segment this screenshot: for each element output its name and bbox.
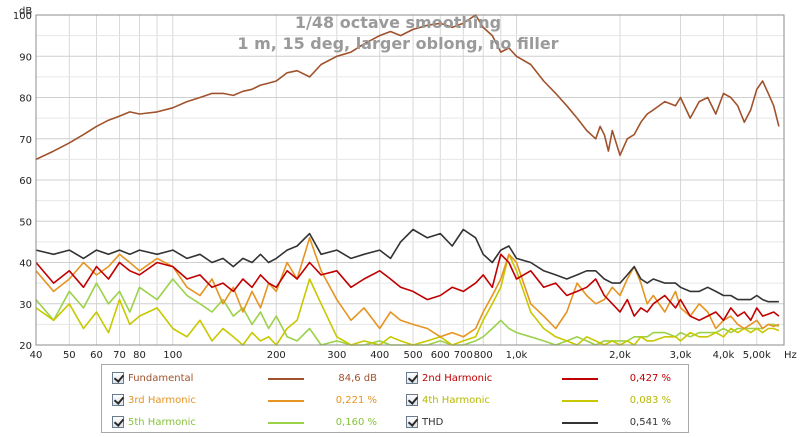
y-axis-unit-label: dB <box>19 6 32 17</box>
legend-label-4th-harmonic: 4th Harmonic <box>422 395 490 406</box>
chart-subtitle: 1 m, 15 deg, larger oblong, no filler <box>237 34 558 53</box>
y-tick-label: 20 <box>19 341 32 352</box>
series-line-5th-harmonic <box>35 278 780 346</box>
x-tick-label: 200 <box>267 350 286 360</box>
x-tick-label: 80 <box>133 350 146 360</box>
x-tick-label: 3,0k <box>670 350 692 360</box>
series-line-2nd-harmonic <box>35 253 780 322</box>
legend-value-fundamental: 84,6 dB <box>338 373 377 384</box>
3rd-harmonic-checkbox[interactable] <box>112 394 124 406</box>
legend-swatch-3rd-harmonic <box>268 400 304 402</box>
legend-row-2: 3rd Harmonic 0,221 % 4th Harmonic 0,083 … <box>102 390 688 412</box>
legend-row-3: 5th Harmonic 0,160 % THD 0,541 % <box>102 412 688 434</box>
legend-value-4th-harmonic: 0,083 % <box>629 395 671 406</box>
y-tick-label: 70 <box>19 135 32 146</box>
series-line-4th-harmonic <box>35 253 780 346</box>
x-tick-label: 40 <box>30 350 43 360</box>
legend-row-1: Fundamental 84,6 dB 2nd Harmonic 0,427 % <box>102 368 688 390</box>
chart-title: 1/48 octave smoothing <box>295 13 501 32</box>
x-axis-unit-label: Hz <box>784 350 797 360</box>
x-tick-label: 1,0k <box>506 350 528 360</box>
thd-checkbox[interactable] <box>406 416 418 428</box>
5th-harmonic-checkbox[interactable] <box>112 416 124 428</box>
grid-lines <box>36 15 784 345</box>
y-tick-label: 30 <box>19 300 32 311</box>
legend-value-2nd-harmonic: 0,427 % <box>629 373 671 384</box>
legend-item-thd[interactable]: THD 0,541 % <box>406 412 686 434</box>
series-line-fundamental <box>35 14 780 161</box>
legend-label-2nd-harmonic: 2nd Harmonic <box>422 373 493 384</box>
y-tick-label: 40 <box>19 259 32 270</box>
legend-label-5th-harmonic: 5th Harmonic <box>128 417 196 428</box>
fundamental-checkbox[interactable] <box>112 372 124 384</box>
x-tick-label: 100 <box>163 350 182 360</box>
legend-item-3rd-harmonic[interactable]: 3rd Harmonic 0,221 % <box>112 390 392 412</box>
4th-harmonic-checkbox[interactable] <box>406 394 418 406</box>
legend-swatch-5th-harmonic <box>268 422 304 424</box>
legend-item-fundamental[interactable]: Fundamental 84,6 dB <box>112 368 392 390</box>
legend-swatch-2nd-harmonic <box>562 378 598 380</box>
legend-label-fundamental: Fundamental <box>128 373 194 384</box>
x-tick-label: 60 <box>90 350 103 360</box>
y-tick-label: 100 <box>13 11 32 22</box>
x-tick-label: 5,00k <box>743 350 771 360</box>
legend-swatch-4th-harmonic <box>562 400 598 402</box>
y-tick-label: 50 <box>19 217 32 228</box>
y-tick-label: 80 <box>19 94 32 105</box>
x-tick-label: 500 <box>404 350 423 360</box>
x-tick-label: 70 <box>113 350 126 360</box>
legend-label-thd: THD <box>422 417 444 428</box>
legend: Fundamental 84,6 dB 2nd Harmonic 0,427 %… <box>101 364 689 433</box>
x-tick-label: 400 <box>370 350 389 360</box>
legend-item-2nd-harmonic[interactable]: 2nd Harmonic 0,427 % <box>406 368 686 390</box>
x-tick-label: 600 <box>431 350 450 360</box>
series-line-thd <box>35 228 779 303</box>
2nd-harmonic-checkbox[interactable] <box>406 372 418 384</box>
legend-value-thd: 0,541 % <box>629 417 671 428</box>
x-tick-label: 800 <box>474 350 493 360</box>
frequency-response-chart: 20 30 40 50 60 70 80 90 100 40 50 60 70 80 100 200 300 4… <box>13 6 797 360</box>
series-line-3rd-harmonic <box>35 237 780 338</box>
y-tick-label: 90 <box>19 52 32 63</box>
x-tick-label: 4,0k <box>713 350 735 360</box>
legend-label-3rd-harmonic: 3rd Harmonic <box>128 395 196 406</box>
x-tick-label: 300 <box>327 350 346 360</box>
legend-swatch-thd <box>562 422 598 424</box>
y-tick-label: 60 <box>19 176 32 187</box>
legend-swatch-fundamental <box>268 378 304 380</box>
legend-item-5th-harmonic[interactable]: 5th Harmonic 0,160 % <box>112 412 392 434</box>
x-tick-label: 2,0k <box>609 350 631 360</box>
legend-value-3rd-harmonic: 0,221 % <box>335 395 377 406</box>
legend-value-5th-harmonic: 0,160 % <box>335 417 377 428</box>
plot-area-border <box>35 14 785 346</box>
legend-item-4th-harmonic[interactable]: 4th Harmonic 0,083 % <box>406 390 686 412</box>
x-tick-label: 700 <box>454 350 473 360</box>
x-tick-label: 50 <box>63 350 76 360</box>
